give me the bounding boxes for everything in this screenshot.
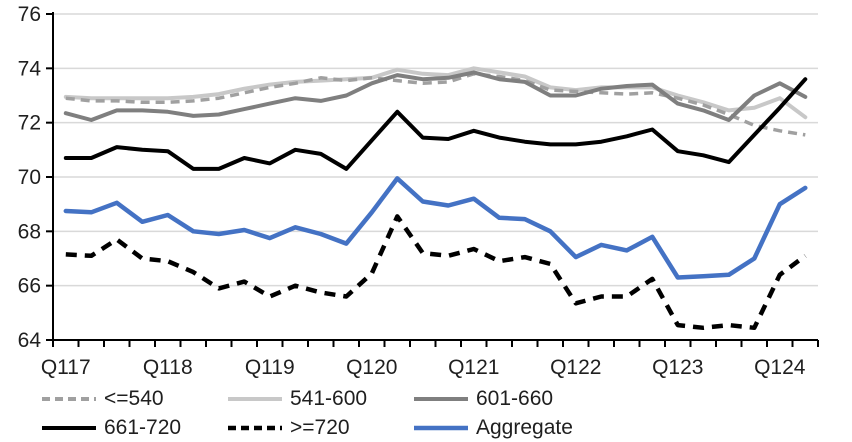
series-line--720 <box>65 214 807 331</box>
series-line-541-600 <box>63 66 808 120</box>
series-line-601-660 <box>63 70 808 122</box>
x-axis-tick-label: Q118 <box>143 356 193 379</box>
legend-item-aggregate: Aggregate <box>412 415 573 441</box>
x-axis-tick-label: Q122 <box>550 356 601 379</box>
y-axis-tick-label: 76 <box>18 3 41 26</box>
legend-line-swatch-icon <box>228 425 282 431</box>
legend-label: 661-720 <box>104 416 182 439</box>
series-line-aggregate <box>63 176 808 280</box>
x-axis-tick-label: Q119 <box>245 356 295 379</box>
legend-label: >=720 <box>290 416 350 439</box>
legend-item-le540: <=540 <box>40 386 164 412</box>
legend-item-ge720: >=720 <box>226 415 350 441</box>
series-line-661-720 <box>63 77 808 171</box>
legend-label: Aggregate <box>476 416 573 439</box>
legend-line-swatch-icon <box>42 426 96 430</box>
legend-item-601-660: 601-660 <box>412 386 553 412</box>
series-line--540 <box>65 72 806 137</box>
y-axis-tick-label: 64 <box>18 329 42 352</box>
legend-line-swatch-icon <box>228 397 282 401</box>
x-axis-tick-label: Q124 <box>754 356 806 379</box>
y-axis-tick-label: 68 <box>18 220 41 243</box>
legend-label: 541-600 <box>290 387 368 410</box>
legend-line-swatch-icon <box>42 397 96 401</box>
y-axis-tick-label: 72 <box>18 112 41 135</box>
y-axis-tick-label: 66 <box>18 275 41 298</box>
x-axis-tick-label: Q117 <box>41 356 91 379</box>
line-chart-svg: 64 66 68 70 72 74 76 Q117 Q118 Q119 Q120 Q121 Q122 Q1… <box>18 3 819 379</box>
legend-line-swatch-icon <box>414 425 468 431</box>
y-axis-tick-label: 74 <box>18 57 42 80</box>
legend-item-661-720: 661-720 <box>40 415 181 441</box>
legend-label: 601-660 <box>476 387 554 410</box>
x-axis-tick-label: Q121 <box>448 356 499 379</box>
legend-label: <=540 <box>104 387 164 410</box>
x-axis-tick-label: Q123 <box>652 356 703 379</box>
x-axis-tick-label: Q120 <box>346 356 397 379</box>
legend-line-swatch-icon <box>414 397 468 401</box>
legend-item-541-600: 541-600 <box>226 386 367 412</box>
y-axis-tick-label: 70 <box>18 166 41 189</box>
